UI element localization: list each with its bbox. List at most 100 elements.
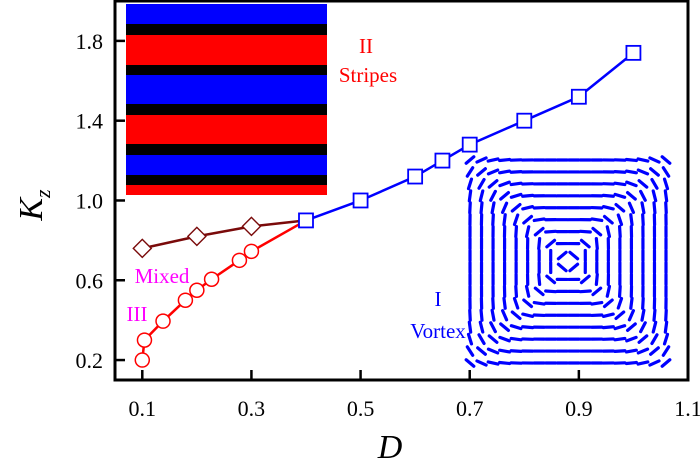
vortex-arrow xyxy=(661,345,671,357)
vortex-arrow xyxy=(490,308,496,322)
vortex-inset xyxy=(464,155,672,368)
vortex-arrow xyxy=(524,225,531,239)
vortex-arrow xyxy=(637,334,649,344)
vortex-arrow xyxy=(639,189,647,202)
data-point-square xyxy=(625,44,642,61)
vortex-arrow xyxy=(660,358,672,368)
vortex-arrow xyxy=(532,300,546,306)
vortex-arrow xyxy=(613,349,627,353)
vortex-arrow xyxy=(514,225,519,239)
vortex-arrow xyxy=(640,201,646,215)
data-point-square xyxy=(461,136,478,153)
data-point-square xyxy=(434,152,451,169)
stripes-inset xyxy=(126,4,327,195)
vortex-arrow xyxy=(509,181,523,187)
vortex-arrow xyxy=(500,309,509,322)
vortex-arrow xyxy=(641,296,645,310)
vortex-arrow xyxy=(537,272,542,286)
vortex-arrow xyxy=(545,274,557,285)
region-label: I xyxy=(435,287,442,311)
vortex-arrow xyxy=(537,237,542,251)
vortex-arrow xyxy=(661,166,671,178)
vortex-arrow xyxy=(591,286,603,297)
stripe-band xyxy=(126,65,327,75)
vortex-arrow xyxy=(636,168,650,176)
data-point-square xyxy=(298,212,314,229)
stripe-band xyxy=(126,24,327,35)
vortex-arrow xyxy=(491,213,495,227)
vortex-arrow xyxy=(491,296,495,310)
vortex-arrow xyxy=(602,298,614,309)
vortex-arrow xyxy=(509,170,523,174)
series-line-diamond xyxy=(142,219,307,250)
vortex-arrow xyxy=(613,181,627,187)
vortex-arrow xyxy=(627,201,636,214)
vortex-arrow xyxy=(524,284,531,298)
vortex-arrow xyxy=(605,284,612,298)
plot-frame xyxy=(113,0,690,382)
vortex-arrow xyxy=(594,272,599,286)
vortex-arrow xyxy=(521,312,535,318)
vortex-arrow xyxy=(651,320,658,334)
vortex-arrow xyxy=(625,180,638,188)
y-tick-label: 1.0 xyxy=(76,188,104,213)
vortex-arrow xyxy=(624,157,638,163)
vortex-arrow xyxy=(601,193,615,198)
vortex-arrow xyxy=(629,213,634,227)
vortex-arrow xyxy=(614,202,626,213)
vortex-arrow xyxy=(478,189,485,203)
x-tick-label: 0.7 xyxy=(456,396,484,421)
data-point-square xyxy=(407,168,424,185)
vortex-arrow xyxy=(636,157,650,163)
vortex-arrow xyxy=(500,201,509,214)
data-point-square xyxy=(352,192,369,209)
stripe-band xyxy=(126,75,327,104)
vortex-arrow xyxy=(477,177,486,190)
vortex-arrow xyxy=(521,325,535,330)
vortex-arrow xyxy=(617,284,622,298)
vortex-arrow xyxy=(476,346,487,356)
vortex-arrow xyxy=(648,156,661,164)
stripe-band xyxy=(126,115,327,144)
vortex-arrow xyxy=(545,238,557,249)
data-point-diamond xyxy=(132,238,153,259)
vortex-arrow xyxy=(499,191,511,201)
series-line-circle xyxy=(141,219,307,361)
data-point-circle xyxy=(136,332,153,348)
data-point-square xyxy=(516,112,533,129)
data-point-circle xyxy=(177,292,194,308)
vortex-arrow xyxy=(498,360,512,366)
vortex-arrow xyxy=(613,170,627,174)
x-tick-label: 0.5 xyxy=(347,396,375,421)
vortex-arrow xyxy=(486,157,500,163)
y-axis-subscript: z xyxy=(30,189,55,199)
vortex-arrow xyxy=(625,191,637,201)
vortex-arrow xyxy=(467,320,473,334)
vortex-arrow xyxy=(464,358,476,368)
vortex-arrow xyxy=(466,177,474,191)
vortex-arrow xyxy=(467,189,473,203)
vortex-arrow xyxy=(614,310,626,321)
vortex-arrow xyxy=(625,322,637,332)
x-tick-label: 0.3 xyxy=(238,396,266,421)
vortex-arrow xyxy=(649,346,660,356)
vortex-arrow xyxy=(579,238,591,249)
vortex-arrow xyxy=(522,214,534,225)
data-point-diamond xyxy=(186,226,207,247)
vortex-arrow xyxy=(544,229,558,234)
vortex-arrow xyxy=(624,360,638,366)
vortex-arrow xyxy=(521,193,535,198)
vortex-arrow xyxy=(521,205,535,211)
vortex-arrow xyxy=(650,177,659,190)
x-axis-title: D xyxy=(377,429,403,466)
vortex-arrow xyxy=(499,322,511,332)
vortex-arrow xyxy=(533,286,545,297)
stripe-band xyxy=(126,144,327,155)
vortex-arrow xyxy=(556,262,568,273)
vortex-arrow xyxy=(662,177,670,191)
vortex-arrow xyxy=(479,308,484,322)
vortex-arrow xyxy=(522,298,534,309)
data-point-circle xyxy=(134,352,151,368)
vortex-arrow xyxy=(487,334,499,344)
vortex-arrow xyxy=(590,217,604,223)
